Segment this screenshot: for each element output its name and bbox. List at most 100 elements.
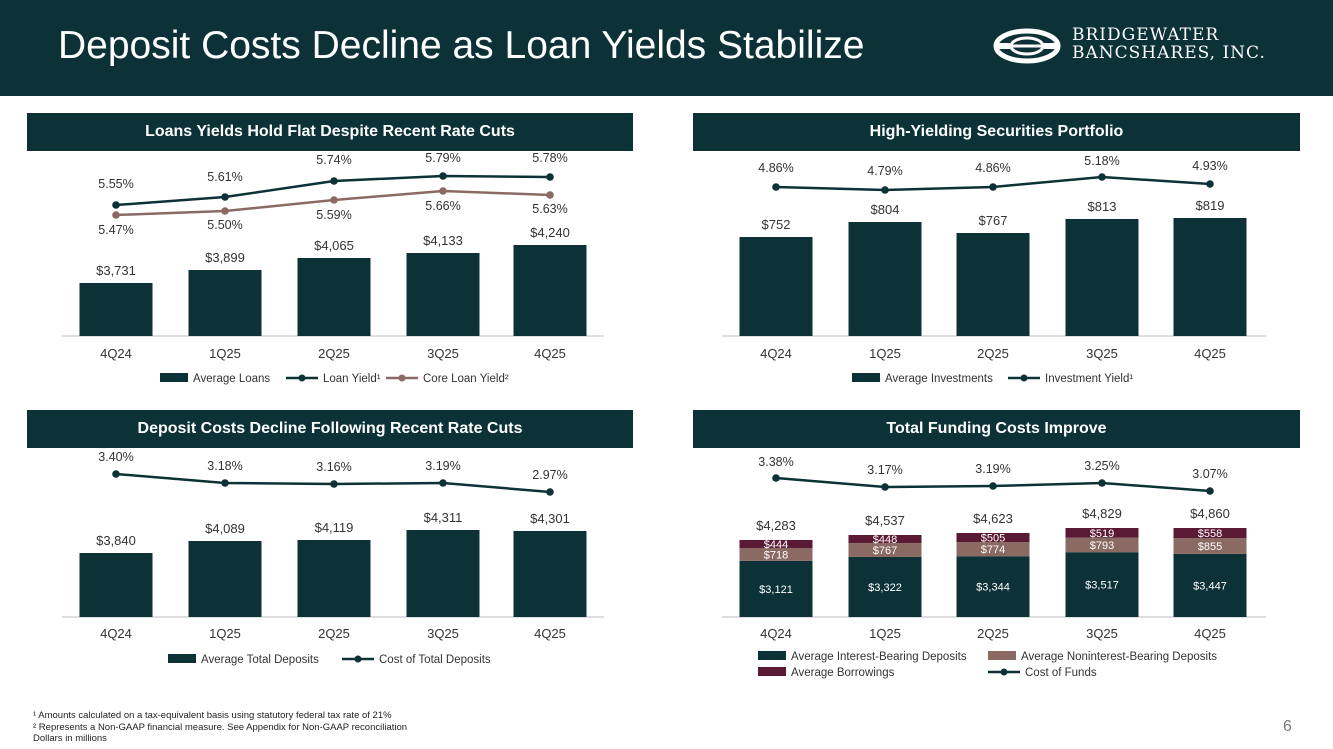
stack-3Q25-0 bbox=[1065, 552, 1139, 617]
stack-4Q24-2 bbox=[739, 540, 813, 548]
bar-value-label: $3,899 bbox=[205, 250, 245, 265]
logo-wordmark: BRIDGEWATER BANCSHARES, INC. bbox=[1072, 26, 1266, 62]
legend-swatch bbox=[168, 654, 196, 663]
legend-swatch-point bbox=[354, 655, 362, 663]
legend-label: Cost of Funds bbox=[1025, 667, 1097, 679]
bar-value-label: $4,301 bbox=[530, 511, 570, 526]
stack-4Q25-0 bbox=[1173, 553, 1247, 617]
legend-label: Average Borrowings bbox=[791, 667, 895, 679]
stack-value-label: $505 bbox=[981, 533, 1005, 545]
page-number: 6 bbox=[1283, 718, 1292, 735]
category-label: 1Q25 bbox=[869, 626, 901, 641]
stack-total-label: $4,623 bbox=[973, 511, 1013, 526]
category-label: 3Q25 bbox=[427, 346, 459, 361]
category-label: 2Q25 bbox=[977, 346, 1009, 361]
series-point-0 bbox=[112, 470, 120, 478]
legend-label: Average Total Deposits bbox=[201, 654, 319, 666]
series-point-1 bbox=[546, 191, 554, 199]
stack-value-label: $3,517 bbox=[1085, 580, 1119, 592]
bar-2Q25 bbox=[297, 258, 371, 336]
bar-3Q25 bbox=[406, 530, 480, 617]
series-point-1 bbox=[221, 207, 229, 215]
legend-label: Average Noninterest-Bearing Deposits bbox=[1021, 651, 1217, 663]
line-value-label: 3.25% bbox=[1084, 459, 1119, 473]
bar-2Q25 bbox=[297, 540, 371, 617]
stack-value-label: $793 bbox=[1090, 540, 1114, 552]
series-point-0 bbox=[1206, 180, 1214, 188]
stack-value-label: $519 bbox=[1090, 528, 1114, 540]
stack-value-label: $558 bbox=[1198, 528, 1222, 540]
bar-value-label: $4,119 bbox=[315, 520, 354, 535]
series-point-0 bbox=[546, 488, 554, 496]
bar-value-label: $4,089 bbox=[205, 521, 245, 536]
series-point-0 bbox=[112, 201, 120, 209]
category-label: 4Q25 bbox=[534, 346, 566, 361]
legend-label: Loan Yield¹ bbox=[323, 373, 381, 385]
category-label: 1Q25 bbox=[869, 346, 901, 361]
stack-4Q24-0 bbox=[739, 560, 813, 617]
line-value-label: 5.18% bbox=[1084, 154, 1119, 168]
line-value-label: 3.18% bbox=[207, 459, 242, 473]
stack-4Q25-1 bbox=[1173, 538, 1247, 554]
line-value-label: 2.97% bbox=[532, 468, 567, 482]
bar-value-label: $752 bbox=[762, 217, 791, 232]
footnote-2: ² Represents a Non-GAAP financial measur… bbox=[33, 721, 408, 733]
bar-4Q25 bbox=[513, 531, 587, 617]
bar-4Q24 bbox=[79, 283, 153, 336]
stack-2Q25-1 bbox=[956, 542, 1030, 557]
category-label: 4Q24 bbox=[100, 626, 132, 641]
category-label: 3Q25 bbox=[1086, 346, 1118, 361]
category-label: 4Q25 bbox=[1194, 346, 1226, 361]
slide-title: Deposit Costs Decline as Loan Yields Sta… bbox=[58, 24, 865, 67]
series-point-1 bbox=[112, 211, 120, 219]
series-point-0 bbox=[881, 186, 889, 194]
bar-value-label: $3,840 bbox=[96, 533, 136, 548]
bar-1Q25 bbox=[188, 541, 262, 617]
stack-value-label: $3,344 bbox=[976, 582, 1010, 594]
footnotes: ¹ Amounts calculated on a tax-equivalent… bbox=[33, 710, 407, 745]
series-point-0 bbox=[1098, 173, 1106, 181]
bar-value-label: $4,065 bbox=[314, 238, 354, 253]
line-value-label: 3.17% bbox=[867, 463, 902, 477]
series-point-1 bbox=[330, 196, 338, 204]
stack-3Q25-2 bbox=[1065, 528, 1139, 538]
bar-value-label: $4,133 bbox=[423, 233, 463, 248]
line-value-label: 4.93% bbox=[1192, 159, 1227, 173]
line-value-label: 5.79% bbox=[425, 151, 460, 165]
series-point-0 bbox=[772, 474, 780, 482]
stack-value-label: $718 bbox=[764, 549, 788, 561]
chart-2-title: High-Yielding Securities Portfolio bbox=[693, 113, 1300, 151]
series-point-0 bbox=[330, 177, 338, 185]
line-value-label: 5.78% bbox=[532, 151, 567, 165]
chart-1-title: Loans Yields Hold Flat Despite Recent Ra… bbox=[27, 113, 633, 151]
series-point-0 bbox=[881, 483, 889, 491]
legend-label: Average Interest-Bearing Deposits bbox=[791, 651, 967, 663]
stack-2Q25-0 bbox=[956, 556, 1030, 617]
bar-value-label: $804 bbox=[871, 202, 900, 217]
stack-value-label: $3,121 bbox=[759, 584, 793, 596]
line-value-label: 5.74% bbox=[316, 153, 351, 167]
legend-swatch-point bbox=[298, 374, 306, 382]
category-label: 3Q25 bbox=[427, 626, 459, 641]
stack-1Q25-2 bbox=[848, 535, 922, 544]
category-label: 4Q24 bbox=[760, 626, 792, 641]
stack-total-label: $4,537 bbox=[865, 513, 905, 528]
footnote-3: Dollars in millions bbox=[33, 733, 107, 744]
bar-3Q25 bbox=[1065, 219, 1139, 336]
line-value-label: 4.86% bbox=[758, 161, 793, 175]
footnote-1: ¹ Amounts calculated on a tax-equivalent… bbox=[33, 710, 392, 721]
stack-2Q25-2 bbox=[956, 533, 1030, 543]
series-point-0 bbox=[221, 193, 229, 201]
stack-4Q25-2 bbox=[1173, 528, 1247, 539]
legend-swatch bbox=[758, 651, 786, 660]
bar-value-label: $4,311 bbox=[424, 510, 463, 525]
legend-label: Core Loan Yield² bbox=[423, 373, 509, 385]
stack-value-label: $774 bbox=[981, 544, 1005, 556]
category-label: 1Q25 bbox=[209, 346, 241, 361]
category-label: 2Q25 bbox=[318, 626, 350, 641]
line-value-label: 3.19% bbox=[975, 462, 1010, 476]
series-point-0 bbox=[330, 480, 338, 488]
bar-4Q24 bbox=[739, 237, 813, 336]
